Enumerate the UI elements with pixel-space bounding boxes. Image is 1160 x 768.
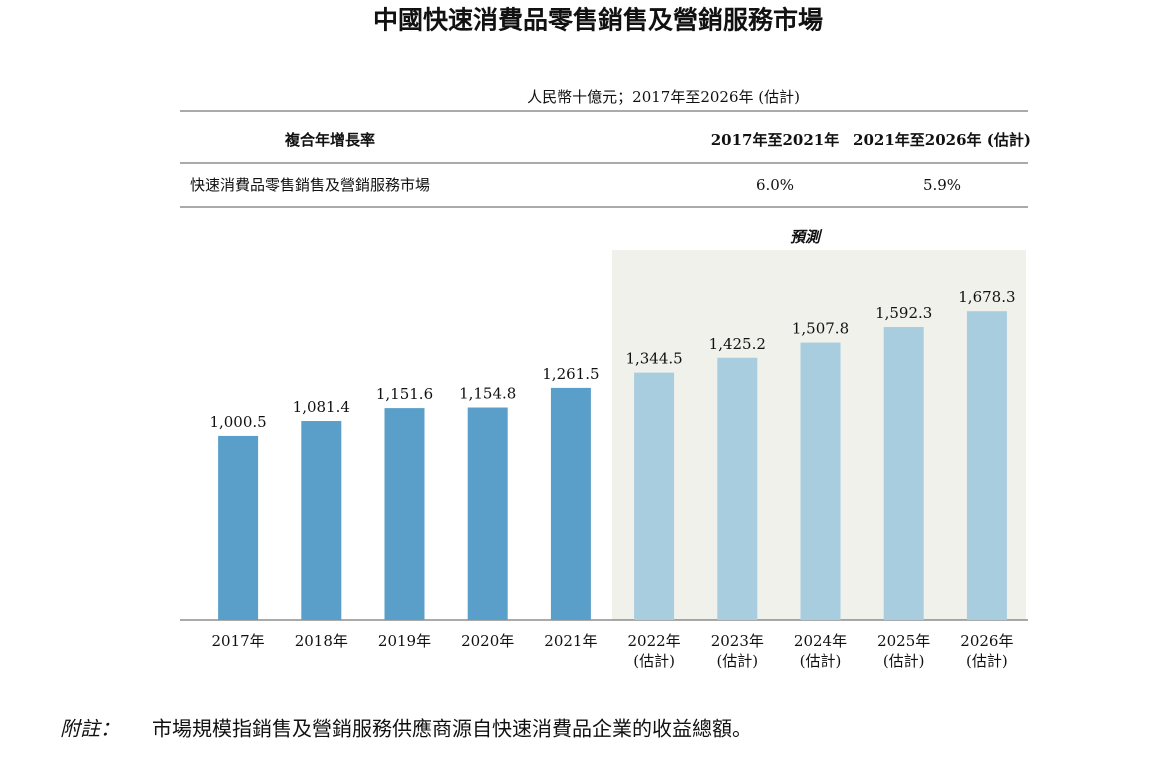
- subtitle: 人民幣十億元；2017年至2026年 (估計): [527, 88, 800, 106]
- forecast-label: 預測: [790, 228, 823, 246]
- value-label: 1,261.5: [542, 365, 599, 383]
- x-tick-label: (估計): [716, 652, 758, 670]
- value-label: 1,678.3: [958, 288, 1015, 306]
- x-tick-label: 2025年: [877, 632, 930, 650]
- table-cell: 快速消費品零售銷售及營銷服務市場: [190, 176, 430, 194]
- x-tick-label: 2018年: [295, 632, 348, 650]
- x-tick-label: 2017年: [212, 632, 265, 650]
- x-tick-label: 2021年: [544, 632, 597, 650]
- x-tick-label: 2024年: [794, 632, 847, 650]
- x-tick-label: 2026年: [960, 632, 1013, 650]
- value-label: 1,154.8: [459, 385, 516, 403]
- x-tick-label: (估計): [633, 652, 675, 670]
- x-tick-label: (估計): [883, 652, 925, 670]
- x-tick-label: (估計): [966, 652, 1008, 670]
- chart-title: 中國快速消費品零售銷售及營銷服務市場: [373, 6, 823, 35]
- x-tick-label: 2022年: [628, 632, 681, 650]
- bar: [550, 387, 591, 620]
- footnote-text: 市場規模指銷售及營銷服務供應商源自快速消費品企業的收益總額。: [152, 717, 752, 741]
- table-header: 2017年至2021年: [711, 131, 840, 149]
- bar: [966, 311, 1007, 620]
- bar: [883, 327, 924, 620]
- value-label: 1,151.6: [376, 385, 433, 403]
- x-tick-label: 2020年: [461, 632, 514, 650]
- bar: [634, 372, 675, 620]
- x-tick-label: 2023年: [711, 632, 764, 650]
- bar: [800, 342, 841, 620]
- table-header: 2021年至2026年 (估計): [853, 131, 1031, 149]
- value-label: 1,425.2: [709, 335, 766, 353]
- table-header: 複合年增長率: [284, 131, 375, 149]
- bar: [717, 357, 758, 620]
- bar: [218, 435, 259, 620]
- bar: [384, 408, 425, 620]
- value-label: 1,507.8: [792, 320, 849, 338]
- x-tick-label: (估計): [800, 652, 842, 670]
- value-label: 1,344.5: [625, 350, 682, 368]
- bar: [467, 407, 508, 620]
- footnote-label: 附註：: [60, 717, 120, 741]
- x-tick-label: 2019年: [378, 632, 431, 650]
- value-label: 1,592.3: [875, 304, 932, 322]
- table-cell: 6.0%: [756, 176, 794, 194]
- table-cell: 5.9%: [923, 176, 961, 194]
- bar: [301, 421, 342, 620]
- value-label: 1,000.5: [209, 413, 266, 431]
- value-label: 1,081.4: [293, 398, 350, 416]
